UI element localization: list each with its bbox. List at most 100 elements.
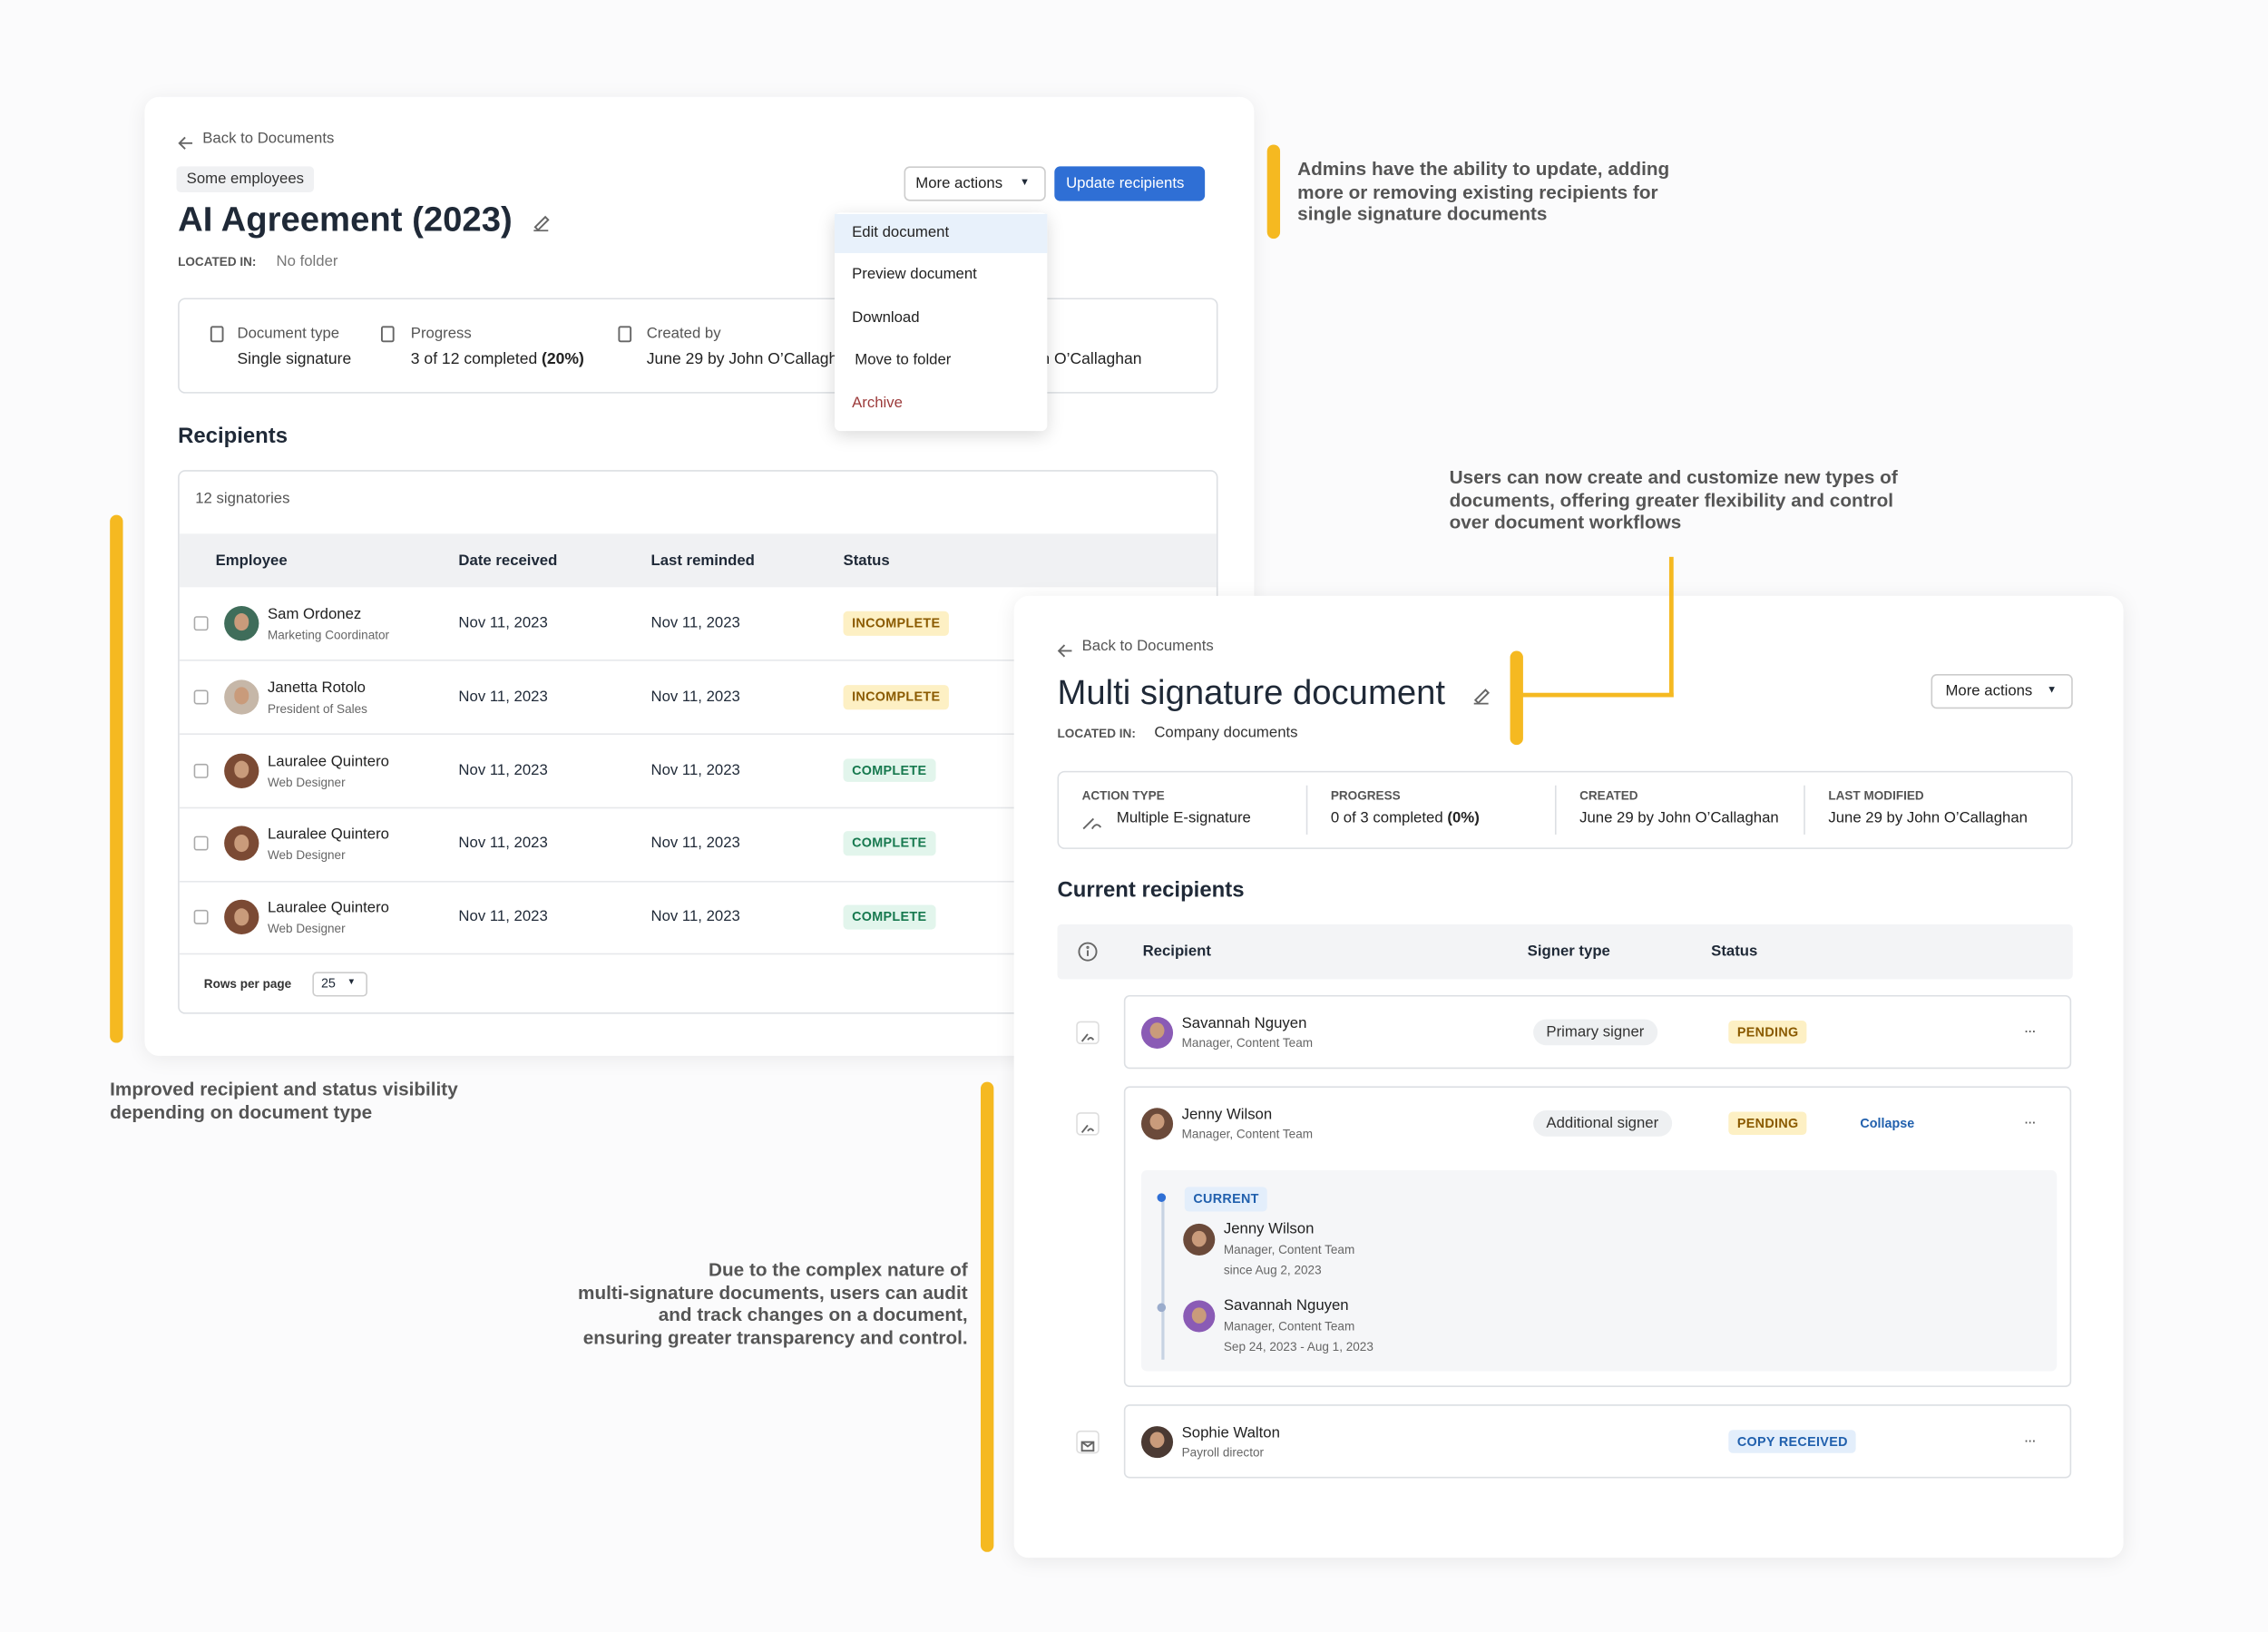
info-icon xyxy=(210,324,224,343)
employee-role: Web Designer xyxy=(267,847,346,863)
employee-role: President of Sales xyxy=(267,700,367,716)
recipient-name: Jenny Wilson xyxy=(1181,1105,1273,1123)
info-divider xyxy=(1305,785,1308,835)
status-badge: INCOMPLETE xyxy=(843,611,949,636)
info-label: LAST MODIFIED xyxy=(1828,787,1924,803)
annotation-text: and track changes on a document, xyxy=(658,1304,968,1326)
more-actions-button[interactable] xyxy=(904,166,1046,201)
checkbox[interactable] xyxy=(193,689,209,705)
section-title: Recipients xyxy=(178,424,288,449)
rows-per-page-select[interactable] xyxy=(312,972,367,997)
avatar-face xyxy=(233,834,249,852)
signer-type-pill: Additional signer xyxy=(1533,1109,1672,1137)
menu-item[interactable]: Edit document xyxy=(852,223,950,241)
icon-shape xyxy=(1080,1440,1095,1451)
history-role: Manager, Content Team xyxy=(1223,1242,1355,1257)
info-label: Created by xyxy=(646,325,721,343)
status-badge: COMPLETE xyxy=(843,904,935,930)
info-value-bold: (20%) xyxy=(542,350,584,368)
located-label: LOCATED IN: xyxy=(178,254,257,269)
last-reminded: Nov 11, 2023 xyxy=(650,835,740,853)
employee-role: Web Designer xyxy=(267,774,346,789)
icon-shape xyxy=(1473,689,1490,705)
checkbox[interactable] xyxy=(193,763,209,778)
annotation-bar xyxy=(110,514,123,1043)
more-actions-button[interactable] xyxy=(1931,673,2073,709)
located-label: LOCATED IN: xyxy=(1057,726,1136,741)
icon-shape xyxy=(1080,1032,1095,1041)
employee-name: Sam Ordonez xyxy=(267,605,362,623)
annotation-text: documents, offering greater flexibility … xyxy=(1449,488,1894,511)
recipient-role: Payroll director xyxy=(1181,1443,1265,1459)
avatar-face xyxy=(1191,1307,1207,1324)
column-header: Recipient xyxy=(1142,943,1211,961)
date-received: Nov 11, 2023 xyxy=(458,688,548,706)
timeline-dot xyxy=(1157,1193,1167,1202)
employee-role: Marketing Coordinator xyxy=(267,627,390,642)
history-name: Savannah Nguyen xyxy=(1223,1296,1349,1314)
menu-item[interactable]: Preview document xyxy=(852,265,977,284)
info-label: PROGRESS xyxy=(1330,787,1401,803)
row-divider xyxy=(179,880,1217,883)
employee-name: Lauralee Quintero xyxy=(267,899,389,917)
avatar-face xyxy=(1149,1022,1165,1040)
back-arrow xyxy=(1057,640,1074,658)
info-box xyxy=(1057,770,2073,849)
employee-name: Janetta Rotolo xyxy=(267,679,366,697)
row-icon-glyph xyxy=(1080,1025,1095,1041)
located-value: No folder xyxy=(276,252,338,270)
connector-line xyxy=(1668,556,1674,698)
button-label: More actions xyxy=(1945,682,2033,700)
more-menu[interactable]: ··· xyxy=(2023,1113,2037,1131)
avatar-face xyxy=(233,613,249,631)
collapse-link[interactable]: Collapse xyxy=(1860,1115,1915,1130)
button-label: Update recipients xyxy=(1066,174,1185,192)
status-badge: INCOMPLETE xyxy=(843,684,949,709)
info-value: Multiple E-signature xyxy=(1116,809,1251,827)
annotation-bar xyxy=(1266,144,1281,239)
info-icon xyxy=(618,324,632,343)
history-period: since Aug 2, 2023 xyxy=(1223,1262,1322,1277)
icon-shape xyxy=(1082,817,1102,830)
annotation-text: single signature documents xyxy=(1297,202,1548,225)
button-label: More actions xyxy=(915,174,1003,192)
more-menu[interactable]: ··· xyxy=(2023,1432,2037,1450)
annotation-text: multi-signature documents, users can aud… xyxy=(578,1281,968,1304)
menu-item[interactable]: Archive xyxy=(852,394,903,412)
date-received: Nov 11, 2023 xyxy=(458,908,548,926)
tag-pill xyxy=(176,166,314,193)
icon-shape xyxy=(1080,1032,1095,1041)
back-link[interactable]: Back to Documents xyxy=(202,130,335,148)
checkbox[interactable] xyxy=(193,616,209,631)
menu-item[interactable]: Download xyxy=(852,308,920,327)
signature-icon xyxy=(1082,811,1102,830)
info-icon xyxy=(380,324,395,343)
info-icon xyxy=(1078,942,1098,962)
icon-shape xyxy=(1080,1440,1095,1451)
avatar-face xyxy=(1149,1432,1165,1449)
status-badge: COMPLETE xyxy=(843,831,935,856)
date-received: Nov 11, 2023 xyxy=(458,761,548,779)
icon-shape xyxy=(533,215,550,232)
current-badge: CURRENT xyxy=(1184,1187,1268,1212)
row-icon xyxy=(1076,1111,1100,1135)
icon-shape xyxy=(210,326,224,343)
menu-item[interactable]: Move to folder xyxy=(855,350,952,369)
back-link[interactable]: Back to Documents xyxy=(1081,637,1214,655)
rows-per-page-label: Rows per page xyxy=(203,976,292,992)
icon-shape xyxy=(1057,644,1072,658)
history-period: Sep 24, 2023 - Aug 1, 2023 xyxy=(1223,1339,1374,1354)
update-button[interactable] xyxy=(1054,166,1206,201)
menu-highlight xyxy=(834,213,1048,254)
info-value: June 29 by John O’Callaghan xyxy=(1579,809,1779,827)
column-header: Employee xyxy=(215,552,288,570)
icon-shape xyxy=(1080,1124,1095,1133)
checkbox[interactable] xyxy=(193,836,209,852)
signer-type-pill: Primary signer xyxy=(1533,1018,1657,1046)
checkbox[interactable] xyxy=(193,910,209,925)
icon-shape xyxy=(380,326,395,343)
icon-shape xyxy=(1081,1441,1094,1447)
more-menu[interactable]: ··· xyxy=(2023,1022,2037,1041)
column-header: Signer type xyxy=(1527,943,1610,961)
column-header: Status xyxy=(1711,943,1758,961)
